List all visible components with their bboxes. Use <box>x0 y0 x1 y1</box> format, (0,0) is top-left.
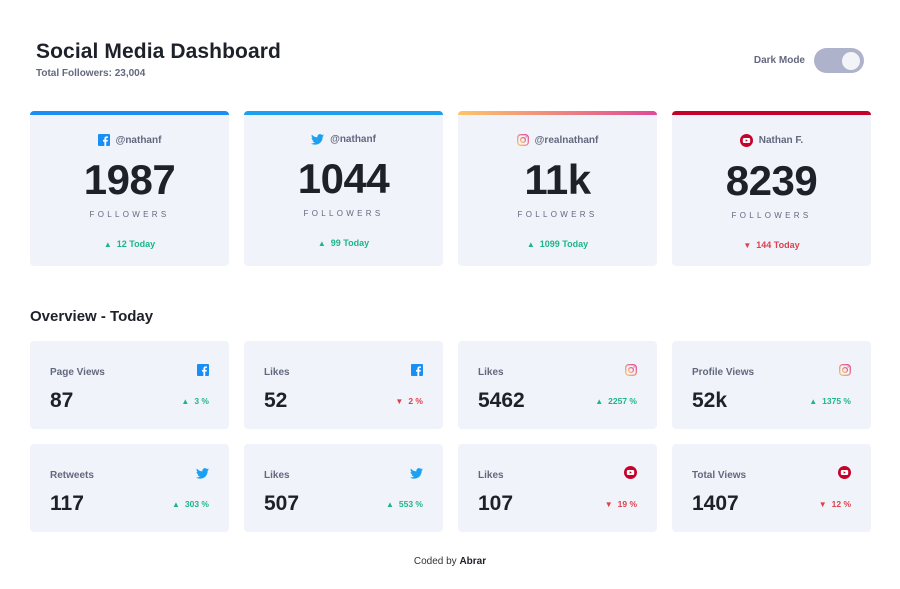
facebook-icon <box>411 363 423 381</box>
follower-count: 1044 <box>297 155 390 202</box>
arrow-down-icon: ▼ <box>395 396 404 406</box>
metric-label: Retweets <box>50 469 94 481</box>
metric-change: ▲ 553 % <box>385 499 423 509</box>
overview-card[interactable]: Retweets 117 ▲ 303 % <box>30 444 229 532</box>
metric-change: ▲ 303 % <box>171 499 209 509</box>
follower-card-facebook[interactable]: @nathanf 1987 FOLLOWERS ▲ 12 Today <box>30 111 229 266</box>
card-handle: @realnathanf <box>534 134 599 146</box>
overview-card[interactable]: Page Views 87 ▲ 3 % <box>30 341 229 429</box>
arrow-up-icon: ▲ <box>809 396 818 406</box>
followers-label: FOLLOWERS <box>731 211 812 220</box>
instagram-icon <box>625 363 637 381</box>
instagram-icon <box>516 134 529 146</box>
follower-count: 8239 <box>725 157 818 204</box>
follower-cards: @nathanf 1987 FOLLOWERS ▲ 12 Today @nath… <box>30 111 871 266</box>
metric-label: Likes <box>264 366 290 378</box>
metric-label: Profile Views <box>692 366 755 378</box>
metric-label: Likes <box>264 469 290 481</box>
overview-grid: Page Views 87 ▲ 3 % Likes 52 ▼ 2 % Likes 5… <box>30 341 871 532</box>
overview-card[interactable]: Likes 52 ▼ 2 % <box>244 341 443 429</box>
dark-mode-control: Dark Mode <box>754 48 864 73</box>
today-change: ▲ 99 Today <box>317 238 370 248</box>
arrow-up-icon: ▲ <box>595 396 604 406</box>
overview-card[interactable]: Profile Views 52k ▲ 1375 % <box>672 341 871 429</box>
metric-change: ▼ 2 % <box>395 396 423 406</box>
metric-change: ▲ 2257 % <box>595 396 637 406</box>
follower-count: 11k <box>524 156 591 203</box>
followers-label: FOLLOWERS <box>89 210 170 219</box>
arrow-up-icon: ▲ <box>181 396 190 406</box>
overview-title: Overview - Today <box>30 308 154 325</box>
card-accent-bar <box>672 111 871 115</box>
metric-change: ▲ 1375 % <box>809 396 851 406</box>
metric-label: Page Views <box>50 366 105 378</box>
metric-change: ▼ 19 % <box>604 499 637 509</box>
metric-value: 107 <box>478 492 514 515</box>
follower-card-twitter[interactable]: @nathanf 1044 FOLLOWERS ▲ 99 Today <box>244 111 443 266</box>
arrow-down-icon: ▼ <box>604 499 613 509</box>
youtube-icon <box>739 134 753 147</box>
card-handle: Nathan F. <box>758 135 804 146</box>
card-accent-bar <box>30 111 229 115</box>
follower-card-youtube[interactable]: Nathan F. 8239 FOLLOWERS ▼ 144 Today <box>672 111 871 266</box>
page-title: Social Media Dashboard <box>36 40 281 63</box>
metric-value: 87 <box>50 389 74 412</box>
metric-change: ▲ 3 % <box>181 396 209 406</box>
arrow-up-icon: ▲ <box>171 499 180 509</box>
overview-card[interactable]: Likes 107 ▼ 19 % <box>458 444 657 532</box>
metric-change: ▼ 12 % <box>818 499 851 509</box>
card-accent-bar <box>244 111 443 115</box>
youtube-icon <box>838 466 851 484</box>
arrow-down-icon: ▼ <box>818 499 827 509</box>
metric-label: Total Views <box>692 469 747 481</box>
card-handle: @nathanf <box>115 134 162 146</box>
author-link[interactable]: Abrar <box>459 556 487 567</box>
facebook-icon <box>197 363 209 381</box>
metric-value: 52 <box>264 389 288 412</box>
total-followers: Total Followers: 23,004 <box>36 68 146 79</box>
footer-prefix: Coded by <box>413 556 457 567</box>
metric-label: Likes <box>478 469 504 481</box>
twitter-icon <box>311 134 325 145</box>
followers-label: FOLLOWERS <box>517 210 598 219</box>
follower-count: 1987 <box>83 156 176 203</box>
dark-mode-label: Dark Mode <box>753 55 805 66</box>
metric-value: 507 <box>264 492 300 515</box>
arrow-up-icon: ▲ <box>526 239 535 249</box>
today-change: ▲ 1099 Today <box>526 239 589 249</box>
follower-card-instagram[interactable]: @realnathanf 11k FOLLOWERS ▲ 1099 Today <box>458 111 657 266</box>
arrow-up-icon: ▲ <box>103 239 112 249</box>
overview-card[interactable]: Likes 5462 ▲ 2257 % <box>458 341 657 429</box>
today-change: ▼ 144 Today <box>743 240 800 250</box>
metric-value: 1407 <box>692 492 739 515</box>
dark-mode-toggle[interactable] <box>814 48 864 73</box>
footer: Coded by Abrar <box>0 556 900 567</box>
arrow-up-icon: ▲ <box>317 238 326 248</box>
overview-card[interactable]: Likes 507 ▲ 553 % <box>244 444 443 532</box>
twitter-icon <box>410 466 423 484</box>
youtube-icon <box>624 466 637 484</box>
toggle-knob <box>842 51 860 70</box>
today-change: ▲ 12 Today <box>103 239 156 249</box>
instagram-icon <box>839 363 851 381</box>
card-accent-bar <box>458 111 657 115</box>
overview-card[interactable]: Total Views 1407 ▼ 12 % <box>672 444 871 532</box>
followers-label: FOLLOWERS <box>303 209 384 218</box>
twitter-icon <box>196 466 209 484</box>
arrow-up-icon: ▲ <box>385 499 394 509</box>
card-handle: @nathanf <box>330 134 376 145</box>
metric-label: Likes <box>478 366 504 378</box>
arrow-down-icon: ▼ <box>743 240 752 250</box>
metric-value: 5462 <box>478 389 525 412</box>
page-header: Social Media Dashboard Total Followers: … <box>36 40 281 79</box>
facebook-icon <box>97 134 110 146</box>
metric-value: 117 <box>50 492 84 515</box>
metric-value: 52k <box>692 389 728 412</box>
